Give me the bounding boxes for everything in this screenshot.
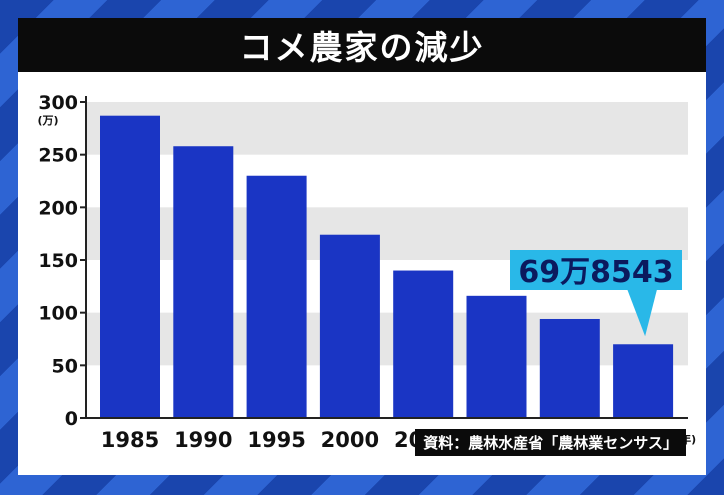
bar-1990 — [173, 146, 234, 418]
y-tick-label: 100 — [38, 303, 78, 325]
callout-label: 69万8543 — [518, 255, 673, 290]
callout-pointer — [627, 289, 658, 337]
bar-2020 — [613, 344, 674, 418]
bar-chart: 1985199019952000200520102015202005010015… — [37, 92, 696, 452]
callout-box — [510, 250, 682, 290]
source-caption: 資料：農林水産省「農林業センサス」 — [415, 429, 686, 456]
x-tick-label: 2000 — [321, 428, 379, 452]
title-bar: コメ農家の減少 — [18, 18, 706, 72]
bar-1985 — [100, 115, 160, 418]
chart-panel: 1985199019952000200520102015202005010015… — [18, 72, 706, 475]
y-tick-label: 50 — [52, 355, 78, 377]
y-tick-label: 300 — [38, 92, 78, 114]
x-tick-label: 1995 — [247, 428, 305, 452]
y-tick-label: 0 — [65, 408, 78, 430]
grid-band — [86, 102, 688, 155]
chart-title: コメ農家の減少 — [239, 28, 485, 67]
x-tick-label: 1990 — [174, 428, 232, 452]
y-unit-label: (万) — [37, 114, 58, 127]
bar-2005 — [393, 270, 454, 418]
bar-2000 — [319, 234, 380, 418]
y-tick-label: 200 — [38, 197, 78, 219]
bar-2015 — [539, 318, 600, 418]
y-tick-label: 150 — [38, 250, 78, 272]
y-tick-label: 250 — [38, 145, 78, 167]
x-tick-label: 1985 — [101, 428, 159, 452]
bar-2010 — [466, 295, 527, 418]
bar-1995 — [246, 175, 307, 418]
